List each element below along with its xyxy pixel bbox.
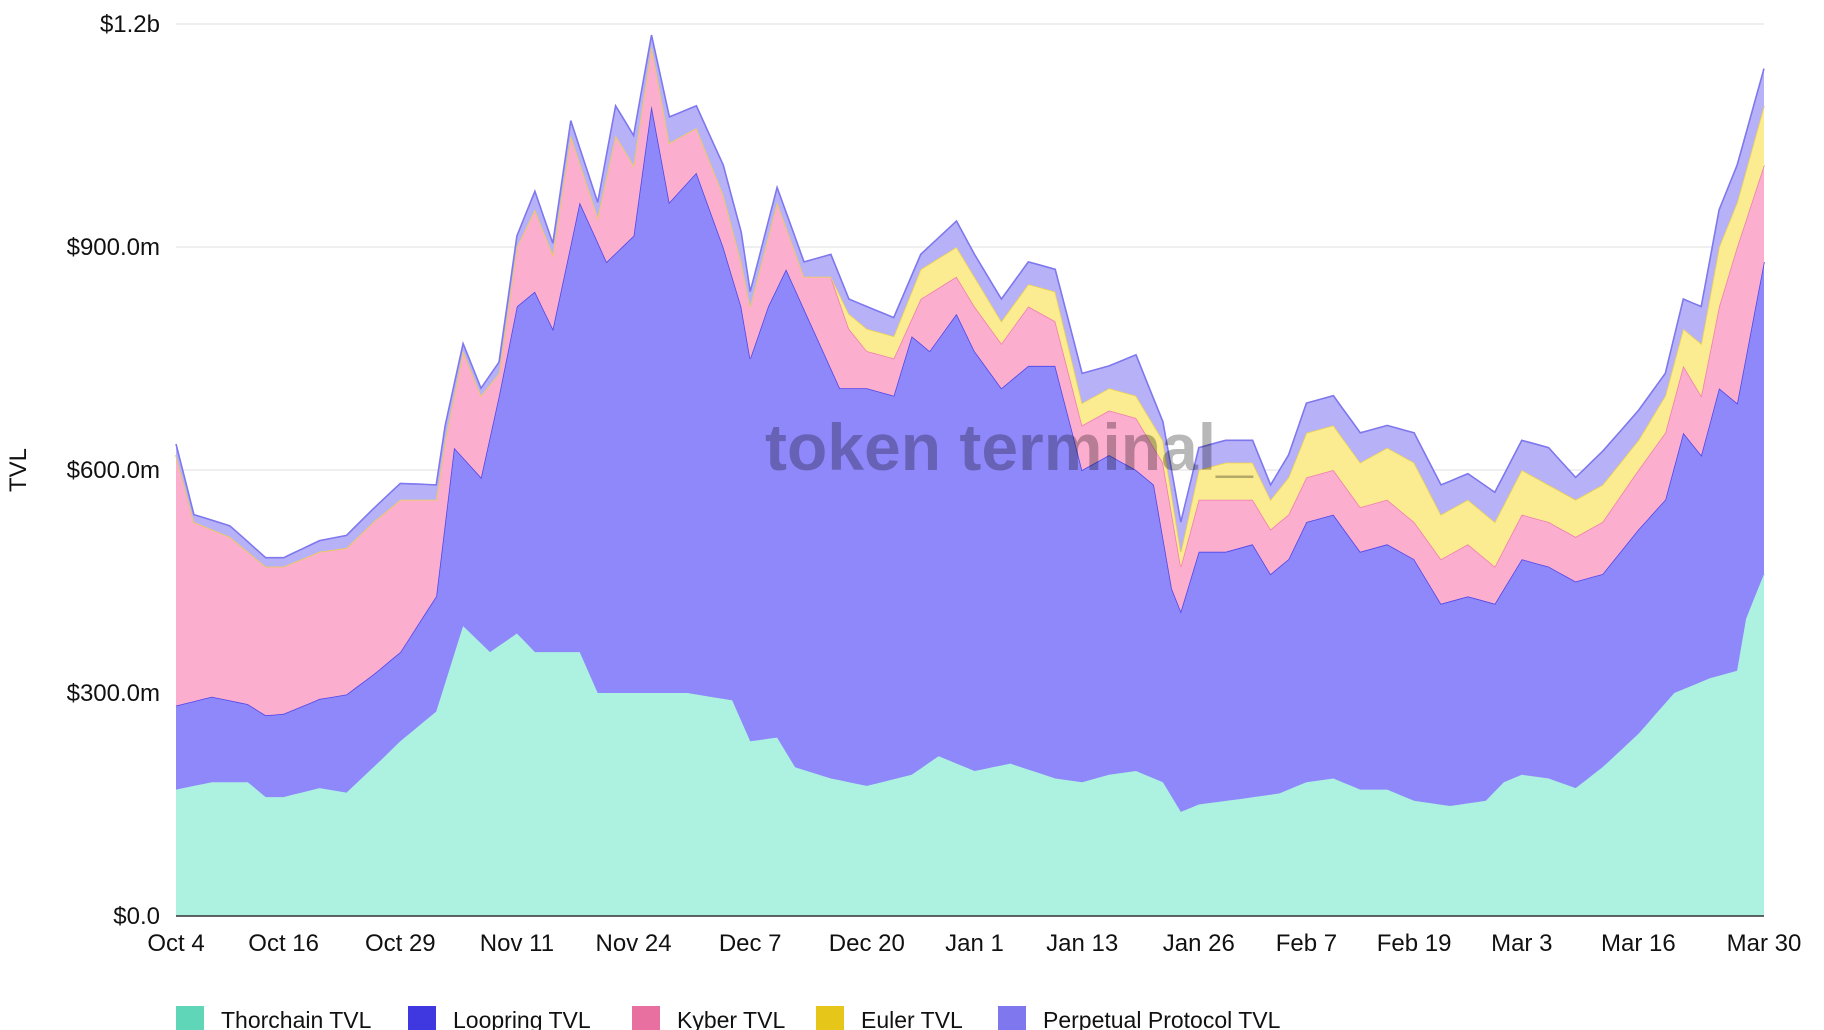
loopring-tvl-area: [176, 105, 1764, 812]
legend-swatch: [176, 1006, 204, 1030]
legend-label: Loopring TVL: [453, 1007, 591, 1030]
legend-item: Euler TVL: [816, 1006, 963, 1030]
legend-swatch: [816, 1006, 844, 1030]
legend-label: Euler TVL: [861, 1007, 963, 1030]
legend-swatch: [408, 1006, 436, 1030]
legend-swatch: [998, 1006, 1026, 1030]
legend-swatch: [632, 1006, 660, 1030]
y-tick-label: $0.0: [113, 903, 160, 930]
legend-item: Thorchain TVL: [176, 1006, 372, 1030]
euler-tvl-area: [176, 46, 1764, 567]
x-tick-label: Dec 20: [829, 930, 905, 957]
legend: Thorchain TVL Loopring TVL Kyber TVL Euler …: [176, 1006, 1281, 1030]
legend-item: Kyber TVL: [632, 1006, 785, 1030]
x-tick-label: Feb 7: [1276, 930, 1337, 957]
x-tick-label: Jan 1: [945, 930, 1004, 957]
watermark: token terminal_: [765, 410, 1254, 484]
x-tick-label: Mar 30: [1727, 930, 1802, 957]
thorchain-tvl-area: [176, 574, 1764, 916]
x-tick-label: Feb 19: [1377, 930, 1452, 957]
y-tick-label: $900.0m: [67, 234, 160, 261]
x-tick-label: Oct 29: [365, 930, 436, 957]
x-tick-label: Dec 7: [719, 930, 782, 957]
x-tick-label: Jan 13: [1046, 930, 1118, 957]
perpetual-protocol-tvl-area: [176, 35, 1764, 567]
x-tick-label: Oct 4: [147, 930, 204, 957]
x-tick-label: Mar 16: [1601, 930, 1676, 957]
y-tick-label: $1.2b: [100, 11, 160, 38]
y-axis-label: TVL: [5, 448, 32, 492]
y-tick-label: $300.0m: [67, 680, 160, 707]
area-series: [175, 34, 1765, 916]
x-tick-label: Nov 11: [480, 930, 554, 957]
x-tick-label: Oct 16: [248, 930, 319, 957]
legend-label: Kyber TVL: [677, 1007, 785, 1030]
legend-item: Perpetual Protocol TVL: [998, 1006, 1281, 1030]
x-tick-label: Jan 26: [1163, 930, 1235, 957]
legend-label: Perpetual Protocol TVL: [1043, 1007, 1281, 1030]
y-axis-tick-labels: $0.0 $300.0m $600.0m $900.0m $1.2b: [67, 11, 160, 930]
kyber-tvl-area: [176, 46, 1764, 716]
perpetual-protocol-tvl-line: [175, 34, 1765, 559]
x-axis-tick-labels: Oct 4 Oct 16 Oct 29 Nov 11 Nov 24 Dec 7 Dec 20…: [147, 930, 1801, 957]
x-tick-label: Nov 24: [596, 930, 672, 957]
y-tick-label: $600.0m: [67, 457, 160, 484]
legend-label: Thorchain TVL: [221, 1007, 372, 1030]
legend-item: Loopring TVL: [408, 1006, 591, 1030]
x-tick-label: Mar 3: [1491, 930, 1552, 957]
